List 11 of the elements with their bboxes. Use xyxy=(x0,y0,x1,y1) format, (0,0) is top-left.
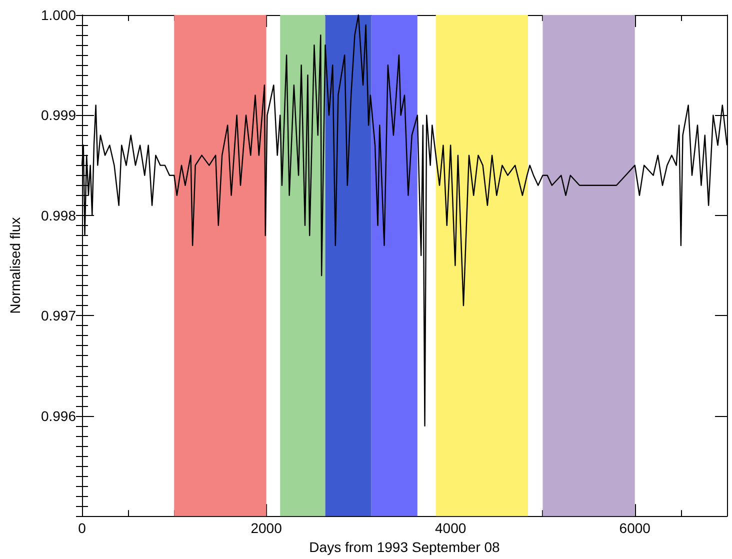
y-tick-label: 0.998 xyxy=(40,207,76,224)
y-tick-label: 0.999 xyxy=(40,107,76,124)
x-tick-label: 4000 xyxy=(434,520,466,536)
y-tick-label: 1.000 xyxy=(40,7,76,23)
y-axis-title: Normalised flux xyxy=(7,217,23,314)
x-tick-label: 0 xyxy=(78,520,86,536)
x-axis-title: Days from 1993 September 08 xyxy=(309,539,500,555)
x-tick-label: 6000 xyxy=(619,520,651,536)
y-tick-label: 0.996 xyxy=(40,408,76,424)
x-tick-label: 2000 xyxy=(250,520,282,536)
y-tick-label: 0.997 xyxy=(40,308,76,324)
